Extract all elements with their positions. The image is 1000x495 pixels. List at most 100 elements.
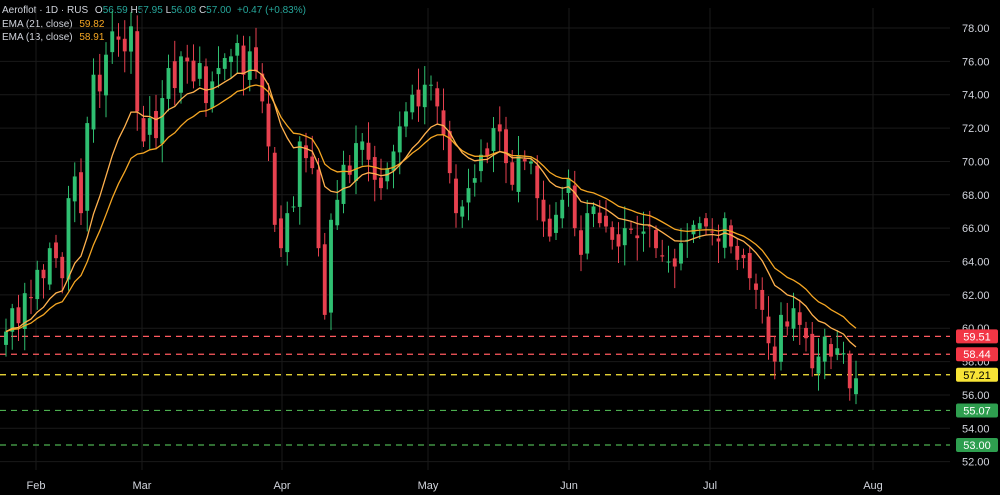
candle-body-down xyxy=(579,230,583,255)
candle-body-down xyxy=(154,111,158,139)
candle-body-up xyxy=(147,118,152,135)
candle-body-up xyxy=(160,98,165,144)
candle-body-up xyxy=(129,26,133,52)
candle-body-down xyxy=(16,307,21,324)
candle-body-up xyxy=(622,228,627,246)
x-month-label: Jun xyxy=(560,480,578,492)
x-month-label: Aug xyxy=(863,480,883,492)
candle-body-down xyxy=(185,57,190,62)
candle-body-up xyxy=(197,63,202,79)
candle-body-up xyxy=(297,141,302,207)
candle-body-down xyxy=(304,145,308,159)
candle-body-down xyxy=(729,225,733,247)
candle-body-down xyxy=(735,245,740,260)
candle-body-down xyxy=(54,242,58,259)
ema13-legend[interactable]: EMA (13, close) 58.91 xyxy=(2,31,104,44)
x-month-label: Feb xyxy=(27,480,46,492)
candle-body-up xyxy=(47,248,52,285)
candle-body-up xyxy=(329,219,333,313)
candle-body-up xyxy=(354,143,358,181)
low-label: L xyxy=(165,5,172,16)
candle-body-up xyxy=(35,269,40,300)
candle-body-up xyxy=(4,331,8,345)
high-label: H xyxy=(130,5,138,16)
candle-body-up xyxy=(816,356,821,374)
x-month-label: May xyxy=(418,480,439,492)
candle-body-down xyxy=(716,238,721,242)
candle-body-up xyxy=(210,81,215,109)
candle-body-up xyxy=(222,58,227,69)
y-tick-label: 76.00 xyxy=(962,56,990,68)
candle-body-down xyxy=(660,255,665,257)
candle-body-down xyxy=(704,218,708,227)
candle-body-down xyxy=(79,172,83,214)
candle-body-down xyxy=(760,289,765,310)
candle-body-down xyxy=(810,333,815,369)
candle-body-down xyxy=(441,110,446,135)
candle-body-up xyxy=(566,178,571,193)
candle-body-up xyxy=(472,178,477,183)
candle-body-down xyxy=(629,228,633,230)
candle-body-up xyxy=(179,56,183,93)
candle-body-down xyxy=(497,124,502,132)
level-price-tag xyxy=(956,403,998,418)
candle-body-up xyxy=(247,51,252,80)
candle-body-down xyxy=(279,218,283,249)
candle-body-up xyxy=(216,68,221,75)
y-tick-label: 52.00 xyxy=(962,457,990,469)
candle-body-down xyxy=(547,218,552,237)
level-price-label: 55.07 xyxy=(963,405,991,417)
candle-body-up xyxy=(110,31,115,53)
candle-body-down xyxy=(747,253,752,279)
candle-body-up xyxy=(285,213,290,253)
y-tick-label: 62.00 xyxy=(962,290,990,302)
candle-body-down xyxy=(616,234,621,247)
candle-body-up xyxy=(697,223,702,229)
high-value: 57.95 xyxy=(137,5,163,16)
candle-body-down xyxy=(672,258,677,267)
candle-body-down xyxy=(241,45,246,75)
x-month-label: Apr xyxy=(273,480,290,492)
candle-body-down xyxy=(804,327,808,339)
close-value: 57.00 xyxy=(206,5,232,16)
open-label: O xyxy=(94,5,103,16)
candle-body-up xyxy=(72,176,77,202)
ema13-value: 58.91 xyxy=(79,32,105,43)
candle-body-down xyxy=(372,157,377,180)
ema13-line xyxy=(5,69,857,348)
candle-body-down xyxy=(122,38,127,52)
candle-body-up xyxy=(585,213,590,254)
candle-body-up xyxy=(679,243,683,264)
candle-body-up xyxy=(104,54,108,96)
x-month-label: Mar xyxy=(133,480,152,492)
candle-body-down xyxy=(647,225,652,227)
candle-body-up xyxy=(85,123,90,211)
candle-body-up xyxy=(854,378,858,395)
candle-body-up xyxy=(460,206,465,217)
y-tick-label: 56.00 xyxy=(962,390,990,402)
ema13-label: EMA (13, close) xyxy=(2,32,73,43)
y-tick-label: 64.00 xyxy=(962,257,990,269)
candle-body-down xyxy=(635,235,640,239)
close-label: C xyxy=(198,5,207,16)
ema21-legend[interactable]: EMA (21, close) 59.82 xyxy=(2,18,104,31)
y-tick-label: 78.00 xyxy=(962,23,990,35)
candle-body-up xyxy=(591,206,596,215)
candle-body-down xyxy=(347,165,352,175)
candle-body-up xyxy=(229,56,233,63)
candle-body-down xyxy=(710,231,715,233)
x-month-label: Jul xyxy=(703,480,717,492)
candle-body-down xyxy=(654,230,658,249)
candle-body-up xyxy=(360,141,365,150)
candle-body-up xyxy=(554,214,558,233)
candle-body-down xyxy=(366,142,371,160)
candle-body-down xyxy=(797,312,802,325)
candle-body-up xyxy=(391,151,396,171)
candle-body-up xyxy=(291,206,296,208)
candle-body-down xyxy=(435,88,440,107)
level-price-tag xyxy=(956,437,998,452)
candle-body-up xyxy=(22,293,27,329)
candle-body-down xyxy=(135,31,140,112)
candle-body-up xyxy=(779,314,783,362)
